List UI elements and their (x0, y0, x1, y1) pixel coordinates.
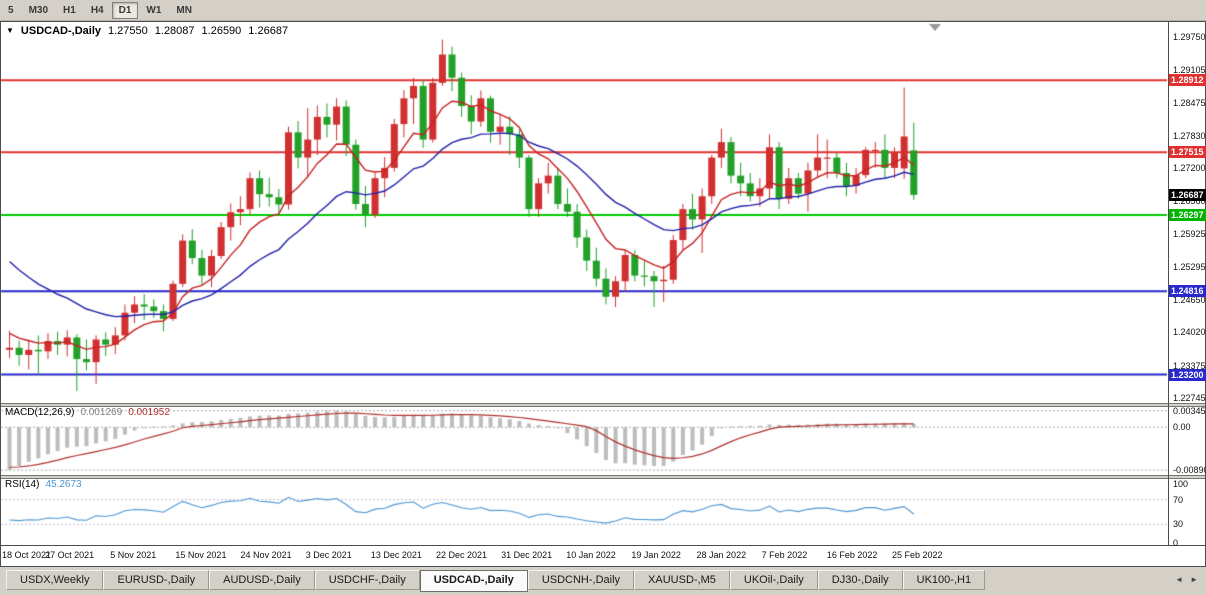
tab-usdcad-daily[interactable]: USDCAD-,Daily (419, 570, 528, 592)
tab-eurusd-daily[interactable]: EURUSD-,Daily (103, 570, 210, 590)
tab-scroll-right-icon[interactable]: ► (1190, 575, 1198, 584)
tab-dj30-daily[interactable]: DJ30-,Daily (817, 570, 903, 590)
tab-ukoil-daily[interactable]: UKOil-,Daily (729, 570, 818, 590)
tab-scroll-left-icon[interactable]: ◄ (1175, 575, 1184, 584)
tab-usdx-weekly[interactable]: USDX,Weekly (6, 570, 104, 590)
tab-usdchf-daily[interactable]: USDCHF-,Daily (314, 570, 420, 590)
tab-usdcnh-daily[interactable]: USDCNH-,Daily (527, 570, 635, 590)
chart-tabs-bar: USDX,Weekly EURUSD-,Daily AUDUSD-,Daily … (0, 567, 1206, 595)
tab-uk100-h1[interactable]: UK100-,H1 (902, 570, 986, 590)
tab-scroll-controls: ◄ ► (1173, 570, 1200, 585)
tab-xauusd-m5[interactable]: XAUUSD-,M5 (634, 570, 730, 590)
tab-audusd-daily[interactable]: AUDUSD-,Daily (209, 570, 315, 590)
